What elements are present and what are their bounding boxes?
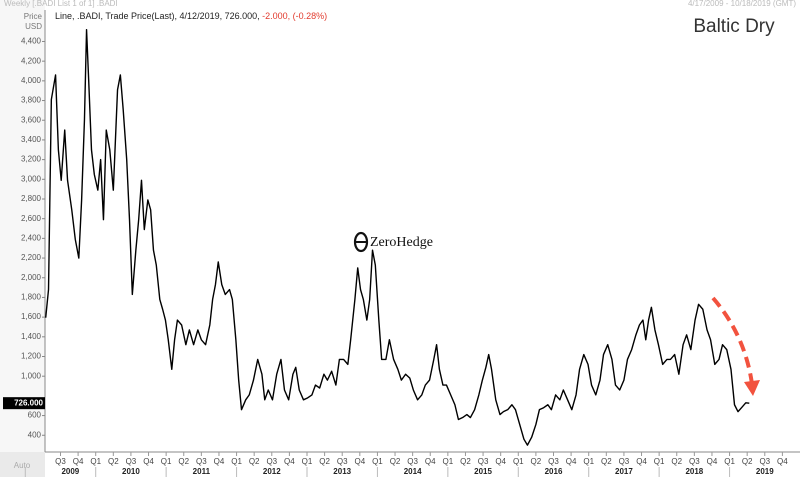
auto-label: Auto (14, 461, 31, 470)
x-tick-label: Q1 (90, 457, 101, 466)
year-label: 2016 (545, 467, 563, 476)
x-tick-label: Q4 (566, 457, 577, 466)
x-tick-label: Q4 (777, 457, 788, 466)
price-line (45, 28, 750, 446)
x-tick-label: Q2 (742, 457, 753, 466)
year-label: 2017 (615, 467, 633, 476)
x-tick-label: Q4 (73, 457, 84, 466)
trend-arrow (711, 296, 760, 396)
x-tick-label: Q2 (178, 457, 189, 466)
x-tick-label: Q1 (372, 457, 383, 466)
x-tick-label: Q1 (161, 457, 172, 466)
year-label: 2018 (685, 467, 703, 476)
x-tick-label: Q3 (55, 457, 66, 466)
year-label: 2019 (756, 467, 774, 476)
x-tick-label: Q1 (302, 457, 313, 466)
x-tick-label: Q2 (108, 457, 119, 466)
x-tick-label: Q4 (707, 457, 718, 466)
x-tick-label: Q4 (495, 457, 506, 466)
y-tick-label: 3,200 (21, 155, 42, 164)
last-price-tag (3, 397, 45, 410)
y-tick-label: 2,200 (21, 253, 42, 262)
x-tick-label: Q2 (319, 457, 330, 466)
watermark-text: ZeroHedge (370, 235, 433, 250)
x-tick-label: Q1 (724, 457, 735, 466)
y-tick-label: 3,400 (21, 135, 42, 144)
y-tick-label: 4,000 (21, 76, 42, 85)
x-tick-label: Q4 (284, 457, 295, 466)
x-tick-label: Q3 (337, 457, 348, 466)
x-tick-label: Q1 (654, 457, 665, 466)
x-tick-label: Q4 (143, 457, 154, 466)
arrow-shaft (711, 296, 754, 385)
x-tick-label: Q1 (231, 457, 242, 466)
x-tick-label: Q3 (759, 457, 770, 466)
x-tick-label: Q3 (619, 457, 630, 466)
header-left: Weekly [.BADI List 1 of 1] .BADI (4, 0, 118, 8)
x-tick-label: Q2 (460, 457, 471, 466)
legend-main: Line, .BADI, Trade Price(Last), 4/12/201… (55, 11, 260, 21)
x-tick-label: Q3 (196, 457, 207, 466)
y-tick-label: 3,000 (21, 174, 42, 183)
y-tick-label: 1,400 (21, 332, 42, 341)
x-tick-label: Q2 (601, 457, 612, 466)
x-tick-label: Q4 (214, 457, 225, 466)
x-tick-label: Q3 (478, 457, 489, 466)
y-tick-label: 3,800 (21, 96, 42, 105)
y-tick-label: 4,400 (21, 37, 42, 46)
year-label: 2010 (122, 467, 140, 476)
year-label: 2015 (474, 467, 492, 476)
x-tick-label: Q3 (548, 457, 559, 466)
x-tick-label: Q1 (443, 457, 454, 466)
x-tick-label: Q4 (425, 457, 436, 466)
y-tick-label: 1,200 (21, 352, 42, 361)
y-axis-label: USD (25, 22, 42, 31)
y-tick-label: 600 (28, 411, 42, 420)
x-tick-label: Q2 (531, 457, 542, 466)
year-label: 2011 (193, 467, 211, 476)
year-label: 2013 (333, 467, 351, 476)
x-tick-label: Q3 (689, 457, 700, 466)
watermark: ZeroHedge (353, 231, 433, 253)
year-label: 2009 (61, 467, 79, 476)
y-tick-label: 2,800 (21, 194, 42, 203)
y-tick-label: 4,200 (21, 56, 42, 65)
x-tick-label: Q1 (513, 457, 524, 466)
last-price-label: 726.000 (14, 398, 43, 407)
x-tick-label: Q2 (671, 457, 682, 466)
x-tick-label: Q3 (407, 457, 418, 466)
x-tick-label: Q3 (126, 457, 137, 466)
chart-title: Baltic Dry (693, 16, 775, 37)
y-axis-label: Price (24, 12, 43, 21)
x-tick-label: Q4 (636, 457, 647, 466)
y-tick-label: 1,800 (21, 293, 42, 302)
header-right: 4/17/2009 - 10/18/2019 (GMT) (688, 0, 796, 8)
y-tick-label: 1,600 (21, 312, 42, 321)
y-tick-label: 1,000 (21, 371, 42, 380)
y-tick-label: 2,400 (21, 233, 42, 242)
x-tick-label: Q2 (390, 457, 401, 466)
arrow-head (744, 380, 760, 396)
x-tick-label: Q4 (354, 457, 365, 466)
year-label: 2012 (263, 467, 281, 476)
y-tick-label: 3,600 (21, 115, 42, 124)
y-tick-label: 400 (28, 430, 42, 439)
x-tick-label: Q1 (583, 457, 594, 466)
x-tick-label: Q2 (249, 457, 260, 466)
legend-change: -2.000, (-0.28%) (262, 11, 327, 21)
auto-panel (0, 452, 45, 477)
year-label: 2014 (404, 467, 422, 476)
y-tick-label: 2,000 (21, 273, 42, 282)
legend-text: Line, .BADI, Trade Price(Last), 4/12/201… (55, 11, 327, 21)
x-tick-label: Q3 (266, 457, 277, 466)
y-tick-label: 2,600 (21, 214, 42, 223)
